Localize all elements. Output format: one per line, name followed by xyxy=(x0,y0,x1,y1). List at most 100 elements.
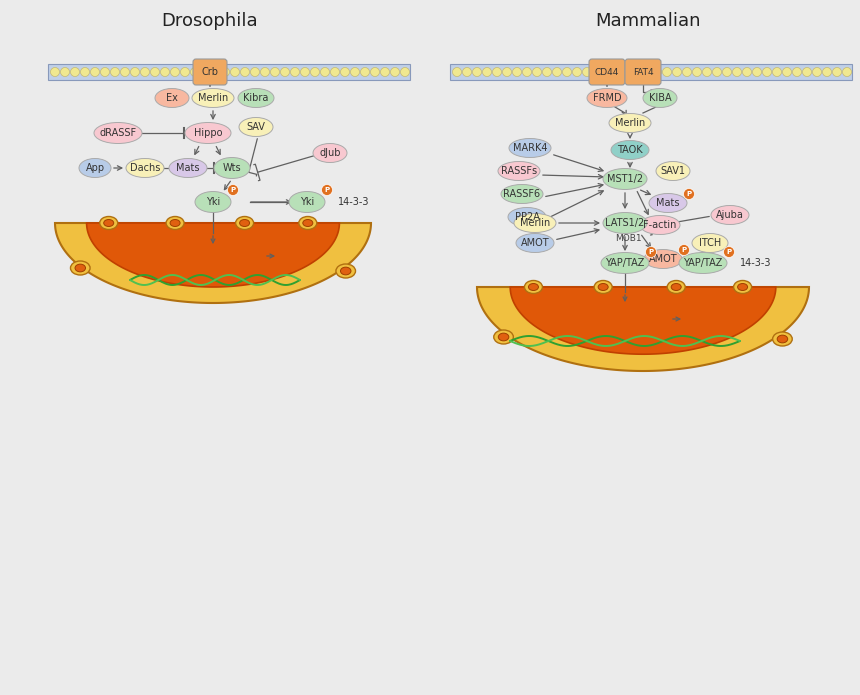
Ellipse shape xyxy=(157,243,189,261)
Text: FRMD: FRMD xyxy=(593,93,621,103)
Circle shape xyxy=(482,67,492,76)
Circle shape xyxy=(646,247,656,258)
Ellipse shape xyxy=(601,252,649,274)
Circle shape xyxy=(452,67,462,76)
Circle shape xyxy=(280,67,290,76)
Text: CD44: CD44 xyxy=(595,67,619,76)
Circle shape xyxy=(683,67,691,76)
Circle shape xyxy=(653,67,661,76)
Circle shape xyxy=(783,67,791,76)
Text: P: P xyxy=(324,187,329,193)
Circle shape xyxy=(642,67,652,76)
Circle shape xyxy=(300,67,310,76)
Circle shape xyxy=(712,67,722,76)
Ellipse shape xyxy=(603,213,647,234)
Circle shape xyxy=(220,67,230,76)
Text: Merlin: Merlin xyxy=(520,218,550,228)
Polygon shape xyxy=(87,223,340,287)
Circle shape xyxy=(603,67,611,76)
Ellipse shape xyxy=(240,220,249,227)
Circle shape xyxy=(793,67,802,76)
Circle shape xyxy=(623,67,631,76)
Circle shape xyxy=(543,67,551,76)
Ellipse shape xyxy=(170,220,180,227)
Text: P: P xyxy=(686,191,691,197)
Ellipse shape xyxy=(609,113,651,133)
Circle shape xyxy=(493,67,501,76)
Text: Ajuba: Ajuba xyxy=(716,210,744,220)
Circle shape xyxy=(822,67,832,76)
Text: P: P xyxy=(648,249,654,255)
Circle shape xyxy=(832,67,841,76)
Circle shape xyxy=(211,67,219,76)
Text: Yki: Yki xyxy=(300,197,314,207)
Text: YAP/TAZ: YAP/TAZ xyxy=(630,307,666,316)
Circle shape xyxy=(684,188,695,199)
Circle shape xyxy=(722,67,732,76)
Text: Drosophila: Drosophila xyxy=(162,12,258,30)
Text: YAP/TAZ: YAP/TAZ xyxy=(684,258,722,268)
Circle shape xyxy=(81,67,89,76)
Ellipse shape xyxy=(692,234,728,252)
Text: Hippo: Hippo xyxy=(194,128,222,138)
FancyBboxPatch shape xyxy=(48,64,410,80)
Text: Mats: Mats xyxy=(176,163,200,173)
Ellipse shape xyxy=(630,319,666,335)
Circle shape xyxy=(703,67,711,76)
Polygon shape xyxy=(55,223,371,303)
Text: Wts: Wts xyxy=(223,163,242,173)
Ellipse shape xyxy=(772,332,792,346)
Circle shape xyxy=(390,67,400,76)
Text: RASSF6: RASSF6 xyxy=(503,189,541,199)
Circle shape xyxy=(401,67,409,76)
Ellipse shape xyxy=(239,117,273,136)
Text: KIBA: KIBA xyxy=(648,93,672,103)
Circle shape xyxy=(60,67,70,76)
Ellipse shape xyxy=(169,158,207,177)
Circle shape xyxy=(523,67,531,76)
Ellipse shape xyxy=(587,88,627,108)
Ellipse shape xyxy=(155,88,189,108)
Circle shape xyxy=(161,67,169,76)
Circle shape xyxy=(562,67,572,76)
Ellipse shape xyxy=(341,267,351,275)
Circle shape xyxy=(101,67,109,76)
Ellipse shape xyxy=(498,333,509,341)
Ellipse shape xyxy=(599,284,608,291)
Text: AMOT: AMOT xyxy=(648,254,678,264)
Circle shape xyxy=(140,67,150,76)
Circle shape xyxy=(752,67,761,76)
Ellipse shape xyxy=(777,335,788,343)
Circle shape xyxy=(813,67,821,76)
Ellipse shape xyxy=(313,143,347,163)
Ellipse shape xyxy=(734,281,752,293)
Ellipse shape xyxy=(514,213,556,233)
Text: 14-3-3: 14-3-3 xyxy=(740,258,771,268)
Text: P: P xyxy=(681,247,686,253)
Ellipse shape xyxy=(158,258,186,274)
Circle shape xyxy=(802,67,812,76)
Circle shape xyxy=(110,67,120,76)
Ellipse shape xyxy=(494,330,513,344)
Polygon shape xyxy=(510,287,776,354)
Ellipse shape xyxy=(298,217,316,229)
Ellipse shape xyxy=(640,215,680,234)
Ellipse shape xyxy=(508,208,546,227)
Ellipse shape xyxy=(126,158,164,177)
Ellipse shape xyxy=(528,284,538,291)
Circle shape xyxy=(502,67,512,76)
Text: Merlin: Merlin xyxy=(615,118,645,128)
Circle shape xyxy=(843,67,851,76)
Text: SAV: SAV xyxy=(247,122,266,132)
Circle shape xyxy=(230,67,239,76)
Ellipse shape xyxy=(289,192,325,213)
Circle shape xyxy=(131,67,139,76)
Circle shape xyxy=(679,245,690,256)
Circle shape xyxy=(552,67,562,76)
Ellipse shape xyxy=(667,281,685,293)
Ellipse shape xyxy=(236,243,264,261)
Ellipse shape xyxy=(75,264,85,272)
Ellipse shape xyxy=(498,161,540,181)
Text: Merlin: Merlin xyxy=(198,93,228,103)
Text: Crb: Crb xyxy=(201,67,218,77)
